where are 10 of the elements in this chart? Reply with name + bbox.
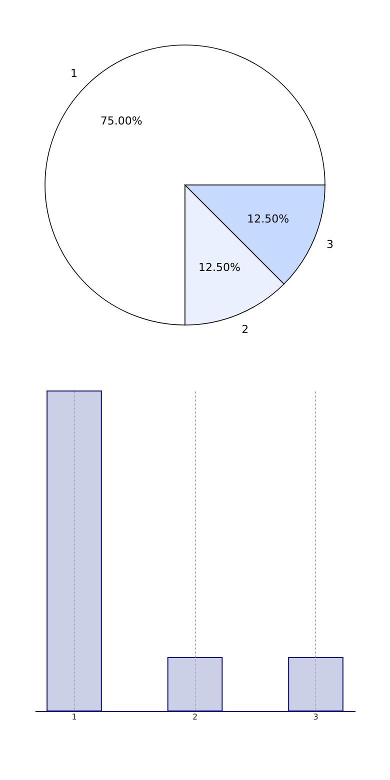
data-label: 12.50% (198, 261, 240, 274)
x-tick-label: 3 (313, 712, 318, 722)
slice-label: 1 (70, 66, 78, 80)
pie-slice (44, 44, 326, 326)
data-label: 12.50% (247, 212, 290, 226)
data-label: 75.00% (100, 114, 142, 128)
slice-label: 2 (242, 323, 249, 336)
slice-label: 3 (326, 238, 334, 252)
x-tick-label: 2 (192, 712, 198, 722)
x-tick-label: 1 (72, 712, 77, 722)
